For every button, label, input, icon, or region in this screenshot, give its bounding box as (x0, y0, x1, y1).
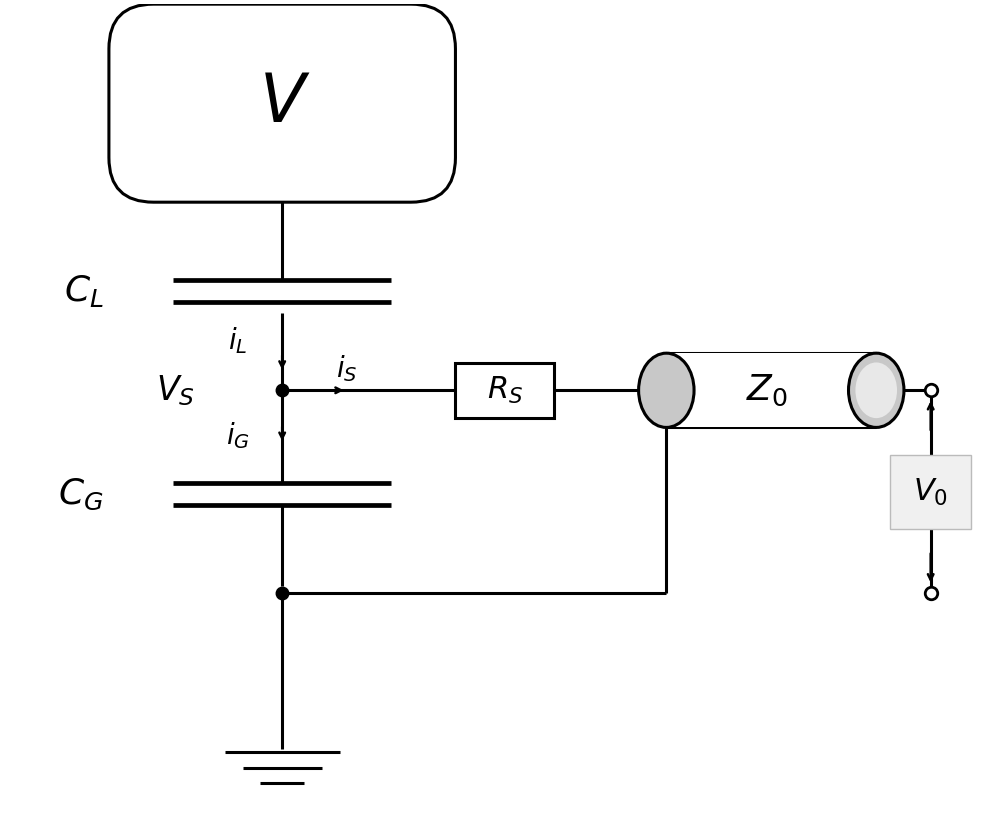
Text: $Z_0$: $Z_0$ (746, 373, 788, 408)
Ellipse shape (639, 353, 694, 428)
Text: $i_S$: $i_S$ (336, 353, 357, 384)
Bar (666, 353, 876, 428)
Ellipse shape (849, 353, 904, 428)
Text: $V_0$: $V_0$ (913, 477, 948, 508)
Text: $R_S$: $R_S$ (487, 375, 523, 406)
Text: V: V (259, 71, 305, 136)
Text: $C_L$: $C_L$ (64, 273, 104, 309)
Ellipse shape (855, 362, 897, 418)
Text: $C_G$: $C_G$ (58, 476, 104, 512)
Bar (455, 363, 554, 417)
Text: $V_S$: $V_S$ (156, 373, 195, 407)
Text: $i_L$: $i_L$ (228, 325, 247, 356)
FancyBboxPatch shape (109, 4, 455, 202)
Bar (890, 455, 971, 529)
Text: $i_G$: $i_G$ (226, 421, 250, 451)
